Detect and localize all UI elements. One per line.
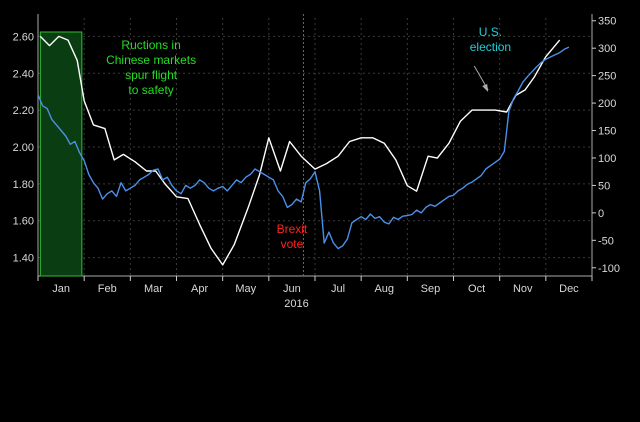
right-tick-label: 50: [598, 180, 610, 192]
x-tick-label: Jan: [52, 283, 70, 295]
right-tick-label: -100: [598, 263, 620, 275]
x-tick-label: Jul: [331, 283, 345, 295]
left-tick-label: 1.40: [13, 253, 34, 265]
left-tick-label: 1.60: [13, 216, 34, 228]
annotation-chinese-markets: Ructions in Chinese markets spur flight to …: [106, 38, 196, 97]
right-tick-label: 250: [598, 71, 616, 83]
x-tick-label: Aug: [374, 283, 394, 295]
shaded-region-rect: [39, 31, 83, 277]
series-line-left-axis: [39, 35, 561, 266]
annotations: Ructions in Chinese markets spur flight to …: [106, 25, 511, 251]
annotation-brexit-vote: Brexit vote: [277, 222, 308, 251]
annotation-us-election: U.S. election: [470, 25, 511, 54]
x-tick-label: Sep: [421, 283, 441, 295]
x-tick-label: Nov: [513, 283, 533, 295]
x-tick-label: Apr: [191, 283, 208, 295]
left-tick-label: 2.40: [13, 68, 34, 80]
left-tick-label: 1.80: [13, 179, 34, 191]
x-tick-label: Mar: [144, 283, 163, 295]
right-tick-label: 200: [598, 98, 616, 110]
left-tick-label: 2.60: [13, 31, 34, 43]
right-tick-label: -50: [598, 235, 614, 247]
left-axis-ticks: 1.40 1.60 1.80 2.00 2.20 2.40 2.60: [13, 31, 34, 264]
left-tick-label: 2.20: [13, 105, 34, 117]
right-tick-label: 0: [598, 208, 604, 220]
x-tick-label: Dec: [559, 283, 579, 295]
right-axis-ticks: -100 -50 0 50 100 150 200 250 300 350: [592, 16, 620, 275]
x-tick-label: May: [235, 283, 256, 295]
x-tick-label: Oct: [468, 283, 485, 295]
x-axis-ticks: Jan Feb Mar Apr May Jun Jul Aug Sep Oct Nov Dec: [37, 276, 593, 295]
x-axis-label: 2016: [284, 298, 308, 310]
shaded-region: [39, 14, 304, 277]
x-tick-label: Jun: [283, 283, 301, 295]
x-tick-label: Feb: [98, 283, 117, 295]
series-lines: [37, 35, 570, 266]
election-arrowhead: [482, 84, 489, 92]
right-tick-label: 150: [598, 126, 616, 138]
right-tick-label: 350: [598, 16, 616, 28]
series-line-right-axis: [37, 46, 570, 250]
left-tick-label: 2.00: [13, 142, 34, 154]
right-tick-label: 300: [598, 43, 616, 55]
right-tick-label: 100: [598, 153, 616, 165]
